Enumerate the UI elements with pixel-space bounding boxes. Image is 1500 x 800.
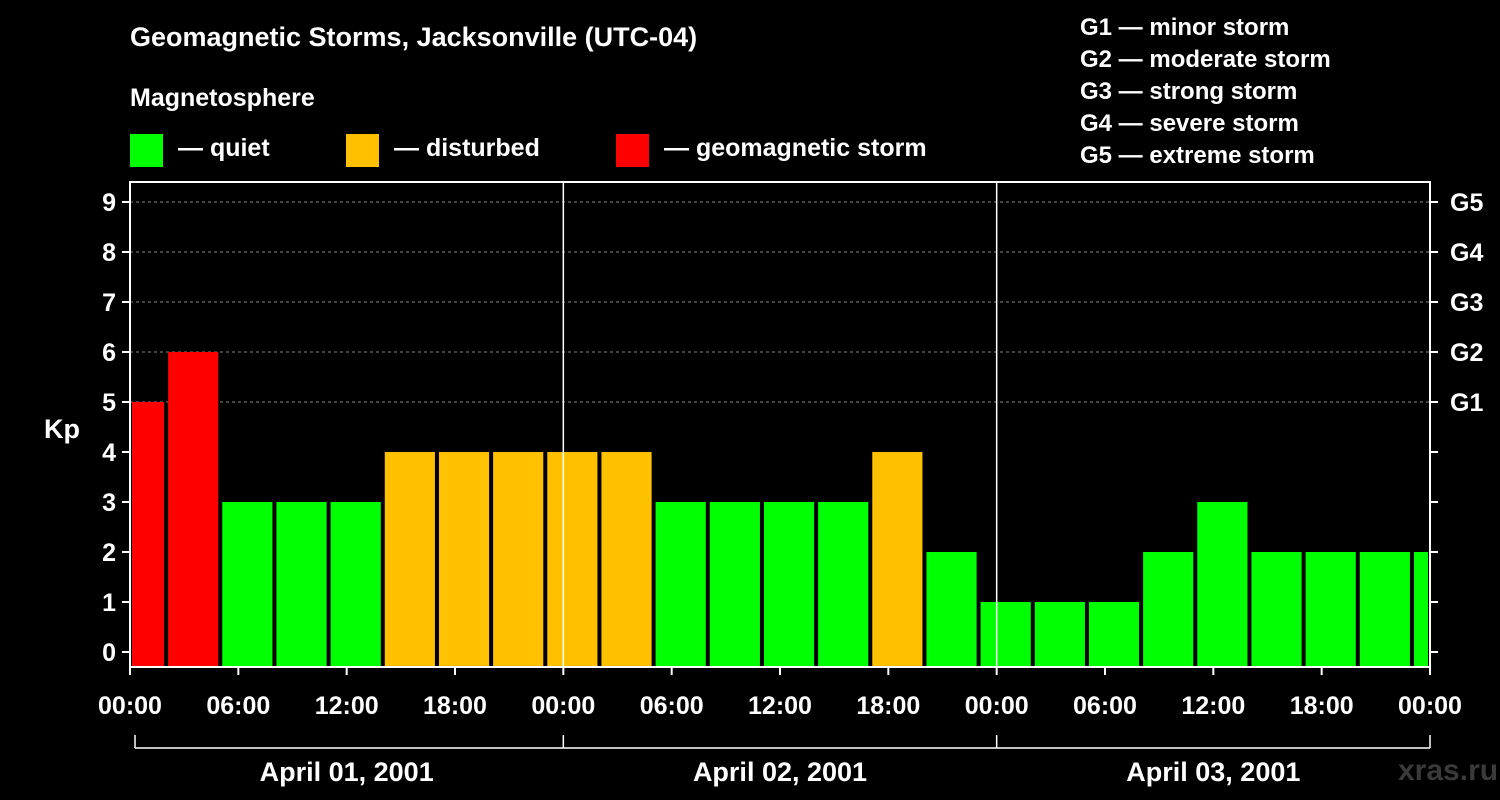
storm-scale-g1: G1 — minor storm: [1080, 14, 1290, 41]
x-tick-label-12: 00:00: [1398, 692, 1462, 720]
x-tick-label-2: 12:00: [315, 692, 379, 720]
kp-bar-13: [818, 502, 869, 667]
axis-layer: 0 1 2 3 4 5 6 7 8 9 G1 G2 G3 G4 G5 00:00 06:00 12:00 18:00…: [98, 181, 1483, 787]
y-tick-label-7: 7: [102, 289, 116, 317]
kp-bar-4: [330, 502, 381, 667]
storm-scale-g3: G3 — strong storm: [1080, 78, 1298, 105]
kp-bar-8: [547, 452, 598, 667]
kp-bar-18: [1088, 602, 1140, 667]
x-tick-label-10: 12:00: [1181, 692, 1245, 720]
storm-scale-g5: G5 — extreme storm: [1080, 142, 1315, 169]
legend-label-quiet: — quiet: [178, 134, 270, 162]
legend-swatch-disturbed: [346, 134, 379, 167]
x-tick-label-3: 18:00: [423, 692, 487, 720]
kp-bar-9: [601, 452, 652, 667]
kp-bar-20: [1197, 502, 1248, 667]
x-tick-label-6: 12:00: [748, 692, 812, 720]
y-tick-label-9: 9: [102, 189, 116, 217]
legend-swatch-storm: [616, 134, 649, 167]
kp-bar-23: [1359, 552, 1410, 667]
legend-label-disturbed: — disturbed: [394, 134, 540, 162]
storm-scale-g2: G2 — moderate storm: [1080, 46, 1331, 73]
x-tick-label-4: 00:00: [531, 692, 595, 720]
x-tick-label-1: 06:00: [206, 692, 270, 720]
kp-bar-2: [222, 502, 273, 667]
right-axis-label-g5: G5: [1450, 189, 1483, 217]
kp-bar-3: [276, 502, 327, 667]
x-tick-label-8: 00:00: [965, 692, 1029, 720]
kp-bar-21: [1251, 552, 1302, 667]
y-tick-label-3: 3: [102, 489, 116, 517]
y-tick-label-2: 2: [102, 539, 116, 567]
kp-bar-19: [1143, 552, 1194, 667]
storm-scale-g4: G4 — severe storm: [1080, 110, 1299, 137]
x-tick-label-11: 18:00: [1290, 692, 1354, 720]
bar-layer: [132, 352, 1428, 667]
kp-bar-10: [655, 502, 706, 667]
kp-bar-5: [384, 452, 435, 667]
x-tick-label-0: 00:00: [98, 692, 162, 720]
kp-bar-6: [438, 452, 490, 667]
y-tick-label-1: 1: [102, 589, 116, 617]
y-tick-label-4: 4: [102, 439, 116, 467]
kp-bar-1: [168, 352, 219, 667]
chart-title: Geomagnetic Storms, Jacksonville (UTC-04…: [130, 22, 698, 52]
right-axis-label-g3: G3: [1450, 289, 1483, 317]
y-tick-label-8: 8: [102, 239, 116, 267]
legend-swatch-quiet: [130, 134, 163, 167]
watermark: xras.ru: [1398, 754, 1499, 787]
kp-bar-22: [1305, 552, 1356, 667]
y-tick-label-0: 0: [102, 639, 116, 667]
kp-bar-24: [1413, 552, 1428, 667]
kp-bar-0: [132, 402, 165, 667]
kp-bar-11: [709, 502, 760, 667]
kp-bar-16: [980, 602, 1031, 667]
date-label-2: April 03, 2001: [1126, 757, 1300, 787]
y-axis-label: Kp: [44, 414, 80, 444]
kp-bar-15: [926, 552, 977, 667]
grid-layer: [130, 201, 1430, 403]
right-axis-label-g1: G1: [1450, 389, 1483, 417]
right-axis-label-g2: G2: [1450, 339, 1483, 367]
x-tick-label-7: 18:00: [856, 692, 920, 720]
y-tick-label-6: 6: [102, 339, 116, 367]
y-tick-label-5: 5: [102, 389, 116, 417]
x-tick-label-5: 06:00: [640, 692, 704, 720]
kp-bar-17: [1034, 602, 1085, 667]
date-label-0: April 01, 2001: [260, 757, 434, 787]
kp-bar-12: [763, 502, 815, 667]
kp-bar-14: [872, 452, 923, 667]
date-label-1: April 02, 2001: [693, 757, 867, 787]
legend-label-storm: — geomagnetic storm: [664, 134, 927, 162]
kp-bar-7: [493, 452, 544, 667]
legend-heading: Magnetosphere: [130, 84, 315, 112]
x-tick-label-9: 06:00: [1073, 692, 1137, 720]
right-axis-label-g4: G4: [1450, 239, 1483, 267]
